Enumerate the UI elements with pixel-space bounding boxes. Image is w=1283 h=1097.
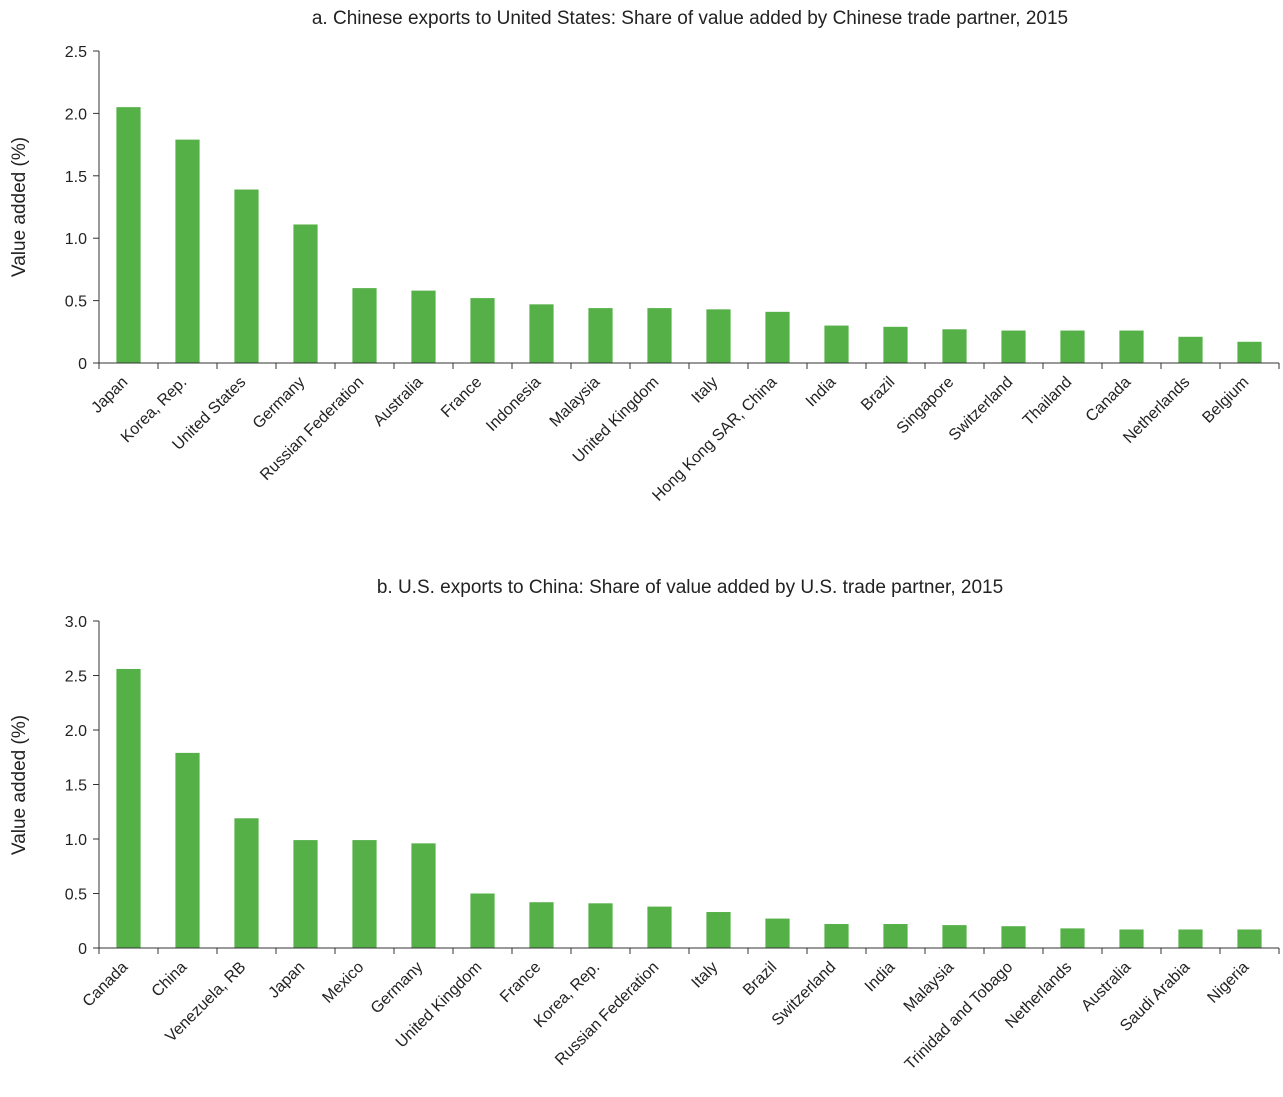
chart-a-category-label: Canada (1083, 374, 1135, 426)
chart-a-bar (234, 189, 259, 363)
chart-b-y-tick-label: 0 (78, 941, 87, 958)
chart-b-category-label: Russian Federation (552, 959, 662, 1069)
chart-a-bar (588, 308, 613, 363)
chart-b-bar (1060, 928, 1085, 948)
chart-b-bar (175, 752, 200, 948)
chart-b-axes (98, 621, 1279, 949)
chart-b-y-tick-label: 3.0 (65, 614, 87, 631)
chart-b-bar (824, 924, 849, 948)
chart-a-y-axis-title: Value added (%) (9, 137, 30, 277)
chart-b-category-label: Nigeria (1204, 959, 1252, 1007)
chart-b-category-label: Germany (368, 959, 427, 1018)
chart-a-bar (529, 304, 554, 363)
chart-a-bars (116, 107, 1262, 363)
chart-b-bar (234, 818, 259, 948)
chart-b-y-tick-label: 2.5 (65, 669, 87, 686)
chart-a-title: a. Chinese exports to United States: Sha… (312, 8, 1068, 29)
chart-a-category-label: Belgium (1199, 374, 1252, 427)
chart-a-y-tick-label: 2.5 (65, 44, 87, 61)
chart-b-bar (706, 912, 731, 948)
chart-a-bar (116, 107, 141, 363)
chart-b-y-axis-title: Value added (%) (9, 715, 30, 855)
chart-a-category-label: India (803, 374, 840, 411)
chart-a-bar (1060, 330, 1085, 363)
chart-a-y-tick-label: 1.0 (65, 231, 87, 248)
chart-b-category-label: Brazil (740, 959, 780, 999)
chart-b-category-label: Malaysia (901, 959, 958, 1016)
chart-a-bar (293, 224, 318, 363)
chart-a-category-label: Brazil (858, 374, 898, 414)
chart-b-bar (116, 668, 141, 948)
chart-a-bar (883, 326, 908, 363)
chart-a-category-label: Thailand (1020, 374, 1075, 429)
chart-b-category-label: Trinidad and Tobago (902, 959, 1017, 1074)
chart-a: a. Chinese exports to United States: Sha… (9, 8, 1280, 505)
chart-b-bar (470, 893, 495, 948)
chart-b-bar (529, 902, 554, 948)
chart-b-category-label: Japan (265, 959, 308, 1002)
chart-a-bar (352, 288, 377, 363)
chart-a-category-label: Singapore (894, 374, 958, 438)
chart-a-y-tick-label: 0.5 (65, 294, 87, 311)
chart-a-axes (98, 51, 1279, 364)
chart-b-bar (352, 840, 377, 948)
chart-b-category-label: China (149, 959, 191, 1001)
chart-b-bars (116, 668, 1262, 948)
chart-b-bar (883, 924, 908, 948)
chart-b-bar (1178, 929, 1203, 948)
chart-a-bar (765, 311, 790, 363)
chart-a-bar (706, 309, 731, 363)
chart-b-bar (647, 906, 672, 948)
chart-a-y-tick-label: 1.5 (65, 169, 87, 186)
chart-b-bar (293, 840, 318, 948)
chart-b-category-label: Australia (1078, 959, 1134, 1015)
chart-b-bar (765, 918, 790, 948)
chart-a-bar (824, 325, 849, 363)
chart-a-category-label: Germany (250, 374, 309, 433)
chart-a-bar (1178, 336, 1203, 363)
chart-a-category-label: Malaysia (547, 374, 604, 431)
chart-a-category-label: Japan (88, 374, 131, 417)
chart-b-bar (588, 903, 613, 948)
chart-b-y-tick-label: 2.0 (65, 723, 87, 740)
chart-b-bar (942, 925, 967, 948)
chart-a-category-label: Indonesia (483, 374, 544, 435)
chart-b-bar (1237, 929, 1262, 948)
chart-b: b. U.S. exports to China: Share of value… (9, 577, 1280, 1074)
chart-b-title: b. U.S. exports to China: Share of value… (377, 577, 1003, 598)
chart-b-y-ticks: 0 0.5 1.0 1.5 2.0 2.5 3.0 (65, 614, 1280, 958)
chart-b-category-label: India (862, 959, 899, 996)
chart-a-category-label: Hong Kong SAR, China (649, 374, 780, 505)
chart-b-category-label: Switzerland (769, 959, 840, 1030)
chart-a-y-tick-label: 0 (78, 356, 87, 373)
chart-a-bar (1001, 330, 1026, 363)
chart-b-y-tick-label: 0.5 (65, 887, 87, 904)
chart-a-bar (175, 139, 200, 363)
chart-a-bar (1119, 330, 1144, 363)
chart-b-category-label: Mexico (319, 959, 367, 1007)
chart-a-bar (470, 298, 495, 363)
chart-a-category-label: Australia (370, 374, 426, 430)
chart-a-bar (942, 329, 967, 363)
chart-a-bar (1237, 341, 1262, 363)
chart-b-category-label: Italy (689, 959, 722, 992)
chart-b-bar (411, 843, 436, 948)
chart-a-category-label: Russian Federation (257, 374, 367, 484)
chart-b-y-tick-label: 1.5 (65, 778, 87, 795)
chart-b-category-label: France (497, 959, 544, 1006)
chart-b-bar (1119, 929, 1144, 948)
chart-a-bar (647, 308, 672, 363)
chart-b-category-label: Canada (80, 959, 132, 1011)
chart-a-category-label: France (438, 374, 485, 421)
chart-a-y-ticks: 0 0.5 1.0 1.5 2.0 2.5 (65, 44, 1280, 373)
chart-a-y-tick-label: 2.0 (65, 106, 87, 123)
chart-a-bar (411, 290, 436, 363)
chart-b-bar (1001, 926, 1026, 948)
chart-a-category-label: Switzerland (946, 374, 1017, 445)
chart-b-y-tick-label: 1.0 (65, 832, 87, 849)
chart-a-category-label: Italy (689, 374, 722, 407)
